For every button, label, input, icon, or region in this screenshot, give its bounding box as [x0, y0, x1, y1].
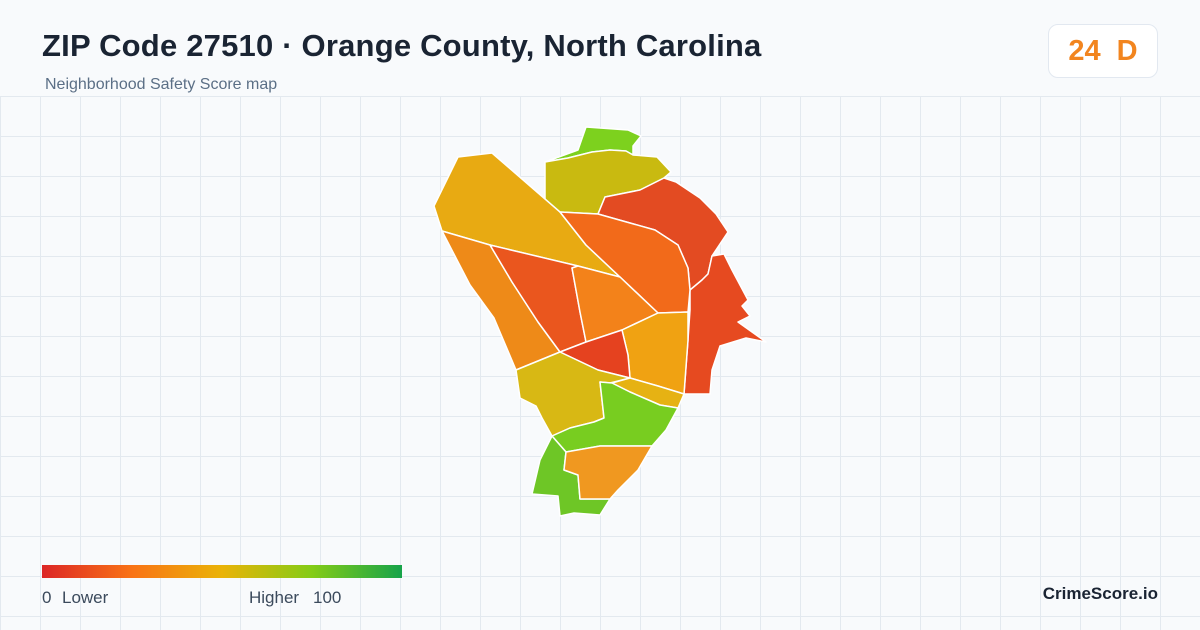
brand-logo-text: CrimeScore.io — [1042, 584, 1158, 603]
header-band — [0, 0, 1200, 96]
neighborhood-south-orange[interactable] — [563, 445, 653, 500]
legend-gradient-bar — [42, 565, 402, 578]
legend-max-value: 100 — [313, 588, 342, 607]
legend-min-label: Lower — [62, 588, 109, 607]
safety-score-value: 24 — [1068, 34, 1101, 67]
legend-max-label: Higher — [249, 588, 300, 607]
legend-min-value: 0 — [42, 588, 52, 607]
page-subtitle: Neighborhood Safety Score map — [45, 76, 278, 93]
score-badge: 24 D — [1048, 24, 1158, 78]
neighborhood-center-north[interactable] — [559, 211, 691, 314]
page-title: ZIP Code 27510 · Orange County, North Ca… — [42, 28, 762, 63]
safety-grade: D — [1116, 34, 1138, 67]
